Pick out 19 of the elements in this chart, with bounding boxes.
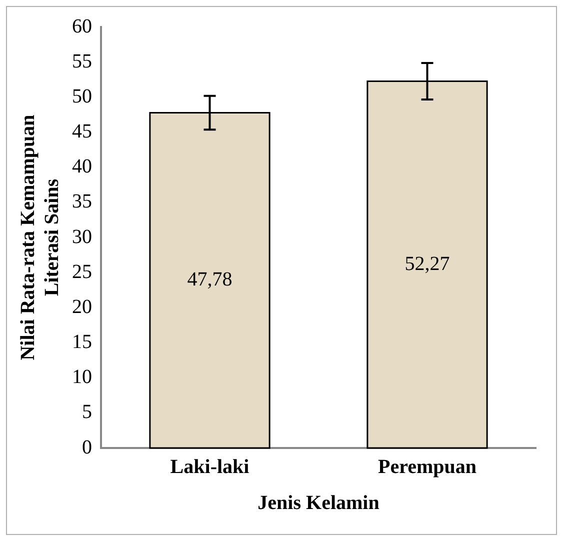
y-tick-label: 20 (72, 296, 92, 318)
y-tick-label: 55 (72, 50, 92, 72)
y-tick-label: 5 (82, 401, 92, 424)
y-tick-label: 40 (72, 156, 92, 178)
y-tick-label: 50 (72, 85, 92, 108)
y-tick-label: 60 (72, 15, 92, 38)
y-tick-label: 35 (72, 190, 92, 213)
y-tick-label: 15 (72, 331, 92, 353)
y-tick-label: 25 (72, 260, 92, 283)
y-tick-label: 0 (82, 436, 92, 458)
y-tick-label: 30 (72, 226, 92, 248)
data-label: 47,78 (187, 268, 232, 291)
y-axis-title: Nilai Rata-rata Kemampuan Literasi Sains (17, 114, 64, 360)
x-axis-title: Jenis Kelamin (258, 492, 380, 514)
x-tick-label: Laki-laki (170, 456, 250, 478)
y-tick-label: 10 (72, 366, 92, 388)
x-tick-label: Perempuan (378, 456, 477, 478)
y-tick-label: 45 (72, 120, 92, 142)
data-label: 52,27 (404, 252, 450, 275)
